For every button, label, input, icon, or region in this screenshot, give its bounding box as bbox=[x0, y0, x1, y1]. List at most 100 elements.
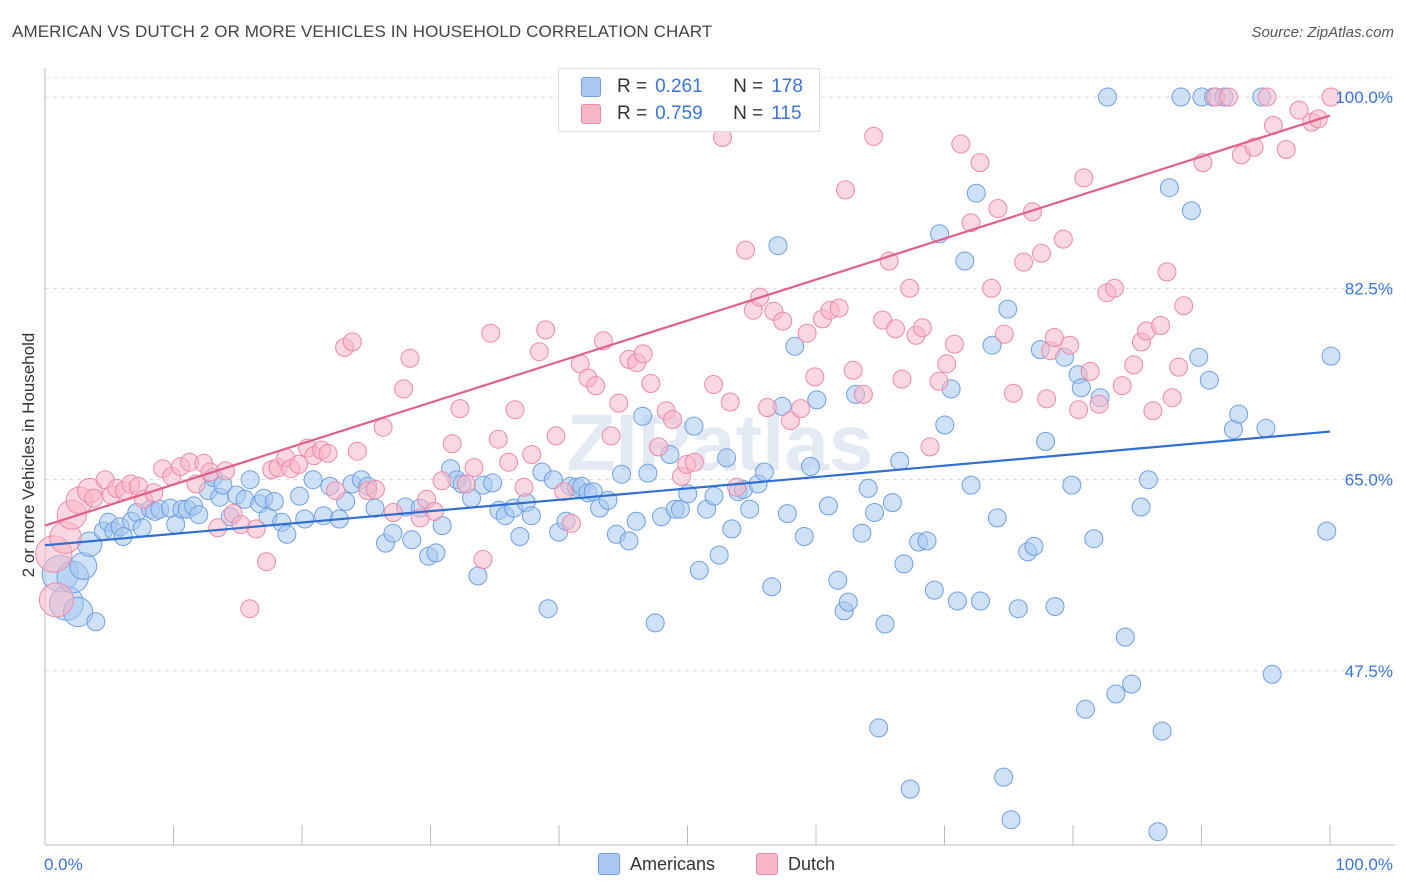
dutch-point bbox=[464, 458, 484, 478]
dutch-point bbox=[546, 426, 566, 446]
americans-point bbox=[882, 493, 902, 513]
americans-point bbox=[961, 475, 981, 495]
dutch-point bbox=[1321, 87, 1341, 107]
dutch-point bbox=[318, 443, 338, 463]
americans-trend-line bbox=[44, 430, 1331, 547]
americans-point bbox=[917, 531, 937, 551]
dutch-point bbox=[836, 180, 855, 200]
americans-point bbox=[1317, 521, 1337, 541]
dutch-point bbox=[944, 334, 964, 354]
dutch-point bbox=[473, 550, 493, 569]
americans-point bbox=[955, 251, 975, 271]
dutch-point bbox=[912, 318, 932, 338]
dutch-point bbox=[920, 437, 940, 457]
x-tick-label: 100.0% bbox=[1335, 855, 1393, 874]
legend-r-value: 0.759 bbox=[655, 103, 703, 124]
dutch-point bbox=[663, 410, 683, 429]
bottom-legend-swatch-americans bbox=[598, 853, 620, 875]
americans-point bbox=[1071, 378, 1091, 398]
americans-point bbox=[189, 505, 209, 525]
americans-point bbox=[740, 499, 760, 519]
dutch-point bbox=[561, 513, 581, 533]
dutch-point bbox=[208, 518, 228, 538]
dutch-point bbox=[432, 471, 452, 491]
y-tick-label: 65.0% bbox=[1345, 471, 1393, 490]
dutch-point bbox=[1157, 262, 1177, 282]
americans-point bbox=[852, 523, 872, 543]
americans-point bbox=[717, 448, 737, 468]
dutch-point bbox=[1089, 394, 1109, 414]
bottom-legend-dutch: Dutch bbox=[756, 852, 835, 876]
americans-point bbox=[794, 527, 814, 546]
americans-point bbox=[1008, 599, 1028, 619]
legend-row-americans: R = 0.261 N = 178 bbox=[581, 74, 803, 100]
americans-point bbox=[828, 570, 848, 590]
americans-point bbox=[890, 451, 910, 471]
americans-point bbox=[709, 545, 729, 565]
dutch-point bbox=[257, 552, 276, 572]
dutch-point bbox=[797, 323, 817, 343]
dutch-point bbox=[829, 298, 849, 318]
dutch-point bbox=[704, 375, 724, 394]
x-tick-labels: 0.0% 100.0% bbox=[44, 855, 1393, 874]
dutch-point bbox=[246, 519, 266, 539]
americans-point bbox=[1024, 536, 1044, 556]
dutch-point bbox=[450, 399, 470, 419]
americans-point bbox=[1062, 475, 1082, 495]
americans-point bbox=[619, 531, 639, 551]
dutch-point bbox=[727, 477, 747, 497]
legend-r-value: 0.261 bbox=[655, 76, 703, 97]
dutch-point bbox=[1023, 202, 1042, 222]
dutch-point bbox=[988, 199, 1008, 218]
americans-point bbox=[947, 591, 967, 611]
dutch-point bbox=[365, 480, 385, 499]
dutch-point bbox=[633, 344, 653, 364]
gridlines bbox=[45, 77, 1395, 672]
dutch-point bbox=[1112, 376, 1132, 396]
americans-point bbox=[704, 486, 724, 506]
legend-row-dutch: R = 0.759 N = 115 bbox=[581, 101, 802, 127]
legend-n-label: N = bbox=[733, 103, 764, 124]
americans-point bbox=[633, 406, 653, 426]
americans-point bbox=[1256, 418, 1276, 438]
americans-point bbox=[777, 504, 797, 524]
dutch-point bbox=[456, 474, 476, 494]
dutch-point bbox=[38, 582, 74, 618]
americans-point bbox=[1148, 822, 1168, 842]
dutch-point bbox=[791, 399, 811, 419]
americans-point bbox=[1229, 404, 1249, 424]
dutch-point bbox=[1162, 388, 1182, 408]
americans-point bbox=[1138, 470, 1158, 490]
dutch-point bbox=[1069, 400, 1089, 420]
dutch-point bbox=[1244, 137, 1264, 157]
americans-point bbox=[521, 506, 541, 526]
dutch-point bbox=[1174, 296, 1194, 316]
americans-point bbox=[1159, 178, 1179, 198]
americans-point bbox=[483, 473, 503, 493]
dutch-point bbox=[1276, 140, 1296, 159]
dutch-point bbox=[529, 342, 549, 362]
dutch-point bbox=[900, 278, 920, 298]
americans-point bbox=[626, 511, 646, 531]
y-tick-labels: 47.5% 65.0% 82.5% 100.0% bbox=[1335, 88, 1393, 681]
dutch-point bbox=[1014, 252, 1034, 272]
y-tick-label: 47.5% bbox=[1345, 662, 1393, 681]
americans-point bbox=[264, 492, 284, 511]
dutch-point bbox=[347, 441, 367, 461]
y-tick-label: 100.0% bbox=[1335, 88, 1393, 107]
dutch-point bbox=[994, 324, 1014, 344]
americans-point bbox=[426, 543, 446, 563]
dutch-point bbox=[1032, 243, 1051, 263]
americans-point bbox=[807, 390, 827, 410]
x-tick-label: 0.0% bbox=[44, 855, 83, 874]
dutch-point bbox=[736, 240, 756, 260]
chart-source: Source: ZipAtlas.com bbox=[1251, 24, 1394, 41]
americans-point bbox=[894, 554, 914, 574]
dutch-point bbox=[586, 376, 606, 396]
americans-point bbox=[689, 560, 709, 580]
dutch-point bbox=[442, 434, 462, 454]
dutch-point bbox=[240, 599, 260, 619]
americans-point bbox=[1106, 684, 1126, 704]
dutch-point bbox=[522, 445, 542, 464]
